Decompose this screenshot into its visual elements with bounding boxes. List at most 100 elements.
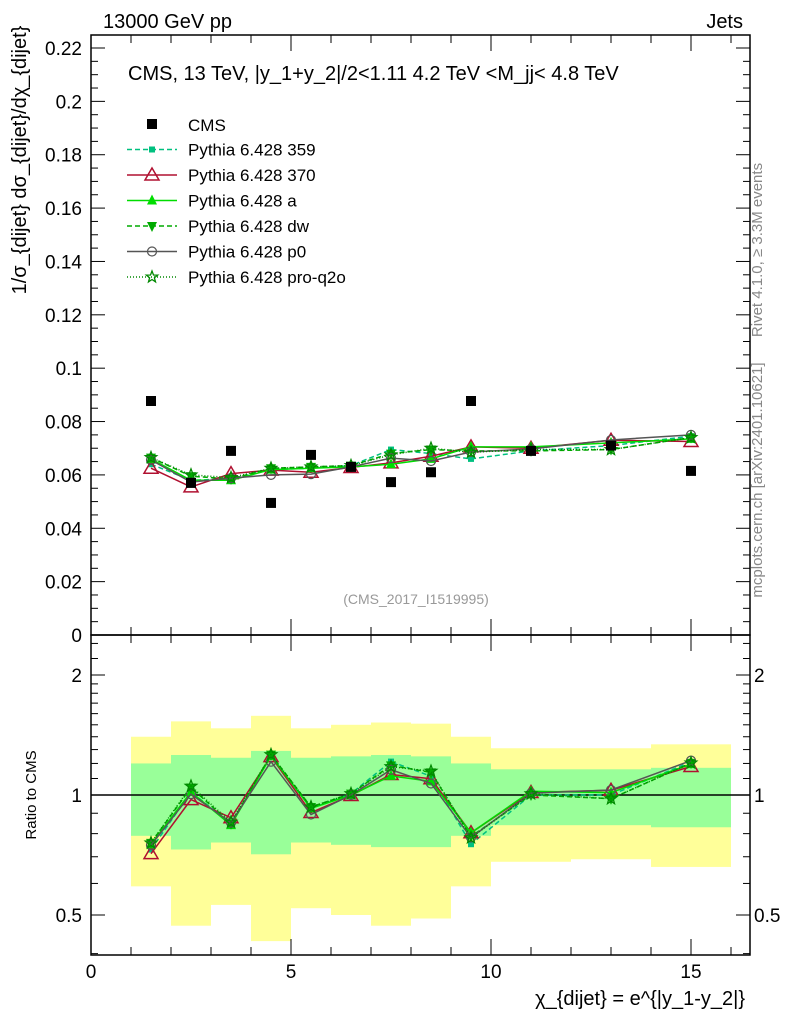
y-tick-label: 0.12 xyxy=(45,306,82,327)
y-tick-label: 0.22 xyxy=(45,39,82,60)
x-tick-label: 15 xyxy=(680,962,701,983)
x-tick-label: 5 xyxy=(286,962,297,983)
ratio-tick-label-right: 0.5 xyxy=(754,906,780,927)
ratio-line xyxy=(150,754,692,845)
mc-point xyxy=(145,454,157,466)
y-tick-label: 0.02 xyxy=(45,573,82,594)
mc-point xyxy=(144,269,160,284)
mc-point xyxy=(423,763,439,778)
mc-point xyxy=(142,845,160,860)
mc-point xyxy=(147,194,157,205)
mc-point xyxy=(425,455,437,467)
mc-point xyxy=(425,778,437,789)
mc-point xyxy=(223,469,239,484)
legend-label: Pythia 6.428 p0 xyxy=(188,243,306,262)
mc-point xyxy=(303,459,319,474)
mc-point xyxy=(385,452,397,464)
stat-uncertainty-band xyxy=(131,763,171,836)
mc-point xyxy=(185,788,197,800)
ratio-tick-label: 1 xyxy=(71,786,82,807)
legend-label: Pythia 6.428 dw xyxy=(188,217,310,236)
header-right: Jets xyxy=(706,11,743,33)
x-axis-label: χ_{dijet} = e^{|y_1-y_2|} xyxy=(535,988,745,1010)
mc-point xyxy=(143,835,159,850)
data-point xyxy=(426,467,436,478)
mc-point xyxy=(683,429,699,444)
data-point xyxy=(386,477,396,488)
mc-point xyxy=(386,458,396,469)
data-point xyxy=(526,445,536,456)
rivet-label: Rivet 4.1.0, ≥ 3.3M events xyxy=(749,163,766,337)
y-tick-label: 0.04 xyxy=(45,519,82,540)
data-point xyxy=(466,396,476,407)
mc-point xyxy=(386,769,396,780)
mc-line xyxy=(150,438,692,481)
data-point xyxy=(146,396,156,407)
data-point xyxy=(147,119,157,129)
mc-line xyxy=(150,436,692,479)
mc-point xyxy=(149,146,155,153)
mc-point xyxy=(146,246,158,257)
y-tick-label: 0.14 xyxy=(45,252,82,273)
mc-point xyxy=(468,841,474,848)
mc-point xyxy=(468,455,474,462)
y-tick-label: 0.06 xyxy=(45,466,82,487)
ratio-tick-label: 2 xyxy=(71,666,82,687)
header-left: 13000 GeV pp xyxy=(103,11,232,33)
data-point xyxy=(686,465,696,476)
y-tick-label: 0.08 xyxy=(45,413,82,434)
data-point xyxy=(346,461,356,472)
mc-point xyxy=(147,222,157,232)
x-tick-label: 10 xyxy=(480,962,501,983)
mc-point xyxy=(183,778,199,793)
data-point xyxy=(266,497,276,508)
ratio-tick-label: 0.5 xyxy=(56,906,82,927)
mc-point xyxy=(143,449,159,464)
mc-point xyxy=(603,790,619,806)
mc-point xyxy=(263,746,279,762)
legend-label: Pythia 6.428 pro-q2o xyxy=(188,268,346,287)
mc-point xyxy=(383,447,399,462)
mc-point xyxy=(303,799,319,814)
legend-label: Pythia 6.428 a xyxy=(188,192,297,211)
mc-point xyxy=(225,817,237,828)
y-tick-label: 0 xyxy=(71,626,82,647)
mcplots-label: mcplots.cern.ch [arXiv:2401.10621] xyxy=(749,362,766,597)
ratio-tick-label-right: 1 xyxy=(754,786,765,807)
mc-point xyxy=(343,785,359,801)
mc-point xyxy=(463,829,479,845)
stat-uncertainty-band xyxy=(651,767,731,828)
ratio-tick-label-right: 2 xyxy=(754,666,765,687)
y-tick-label: 0.18 xyxy=(45,146,82,167)
legend-label: CMS xyxy=(188,116,226,135)
mc-point xyxy=(463,444,479,459)
mc-point xyxy=(223,814,239,829)
data-point xyxy=(226,445,236,456)
ratio-line xyxy=(150,759,692,846)
mc-point xyxy=(143,166,161,181)
plot-title: CMS, 13 TeV, |y_1+y_2|/2<1.11 4.2 TeV <M… xyxy=(128,63,619,85)
legend-label: Pythia 6.428 359 xyxy=(188,141,316,160)
mc-point xyxy=(345,789,357,801)
data-point xyxy=(306,449,316,460)
stat-uncertainty-band xyxy=(171,754,211,850)
data-point xyxy=(186,477,196,488)
x-tick-label: 0 xyxy=(86,962,97,983)
mc-point xyxy=(183,467,199,482)
mc-point xyxy=(225,473,237,484)
mc-point xyxy=(523,785,539,801)
mc-point xyxy=(423,440,439,455)
mc-point xyxy=(142,459,160,474)
legend-label: Pythia 6.428 370 xyxy=(188,166,316,185)
y-tick-label: 0.1 xyxy=(56,359,82,380)
ratio-line xyxy=(150,753,692,844)
stat-uncertainty-band xyxy=(251,750,291,855)
mc-point xyxy=(385,764,397,775)
mc-line xyxy=(150,434,692,483)
analysis-label: (CMS_2017_I1519995) xyxy=(343,591,489,607)
data-point xyxy=(606,440,616,451)
y-tick-label: 0.2 xyxy=(56,92,82,113)
mc-point xyxy=(263,460,279,475)
mc-point xyxy=(383,758,399,774)
